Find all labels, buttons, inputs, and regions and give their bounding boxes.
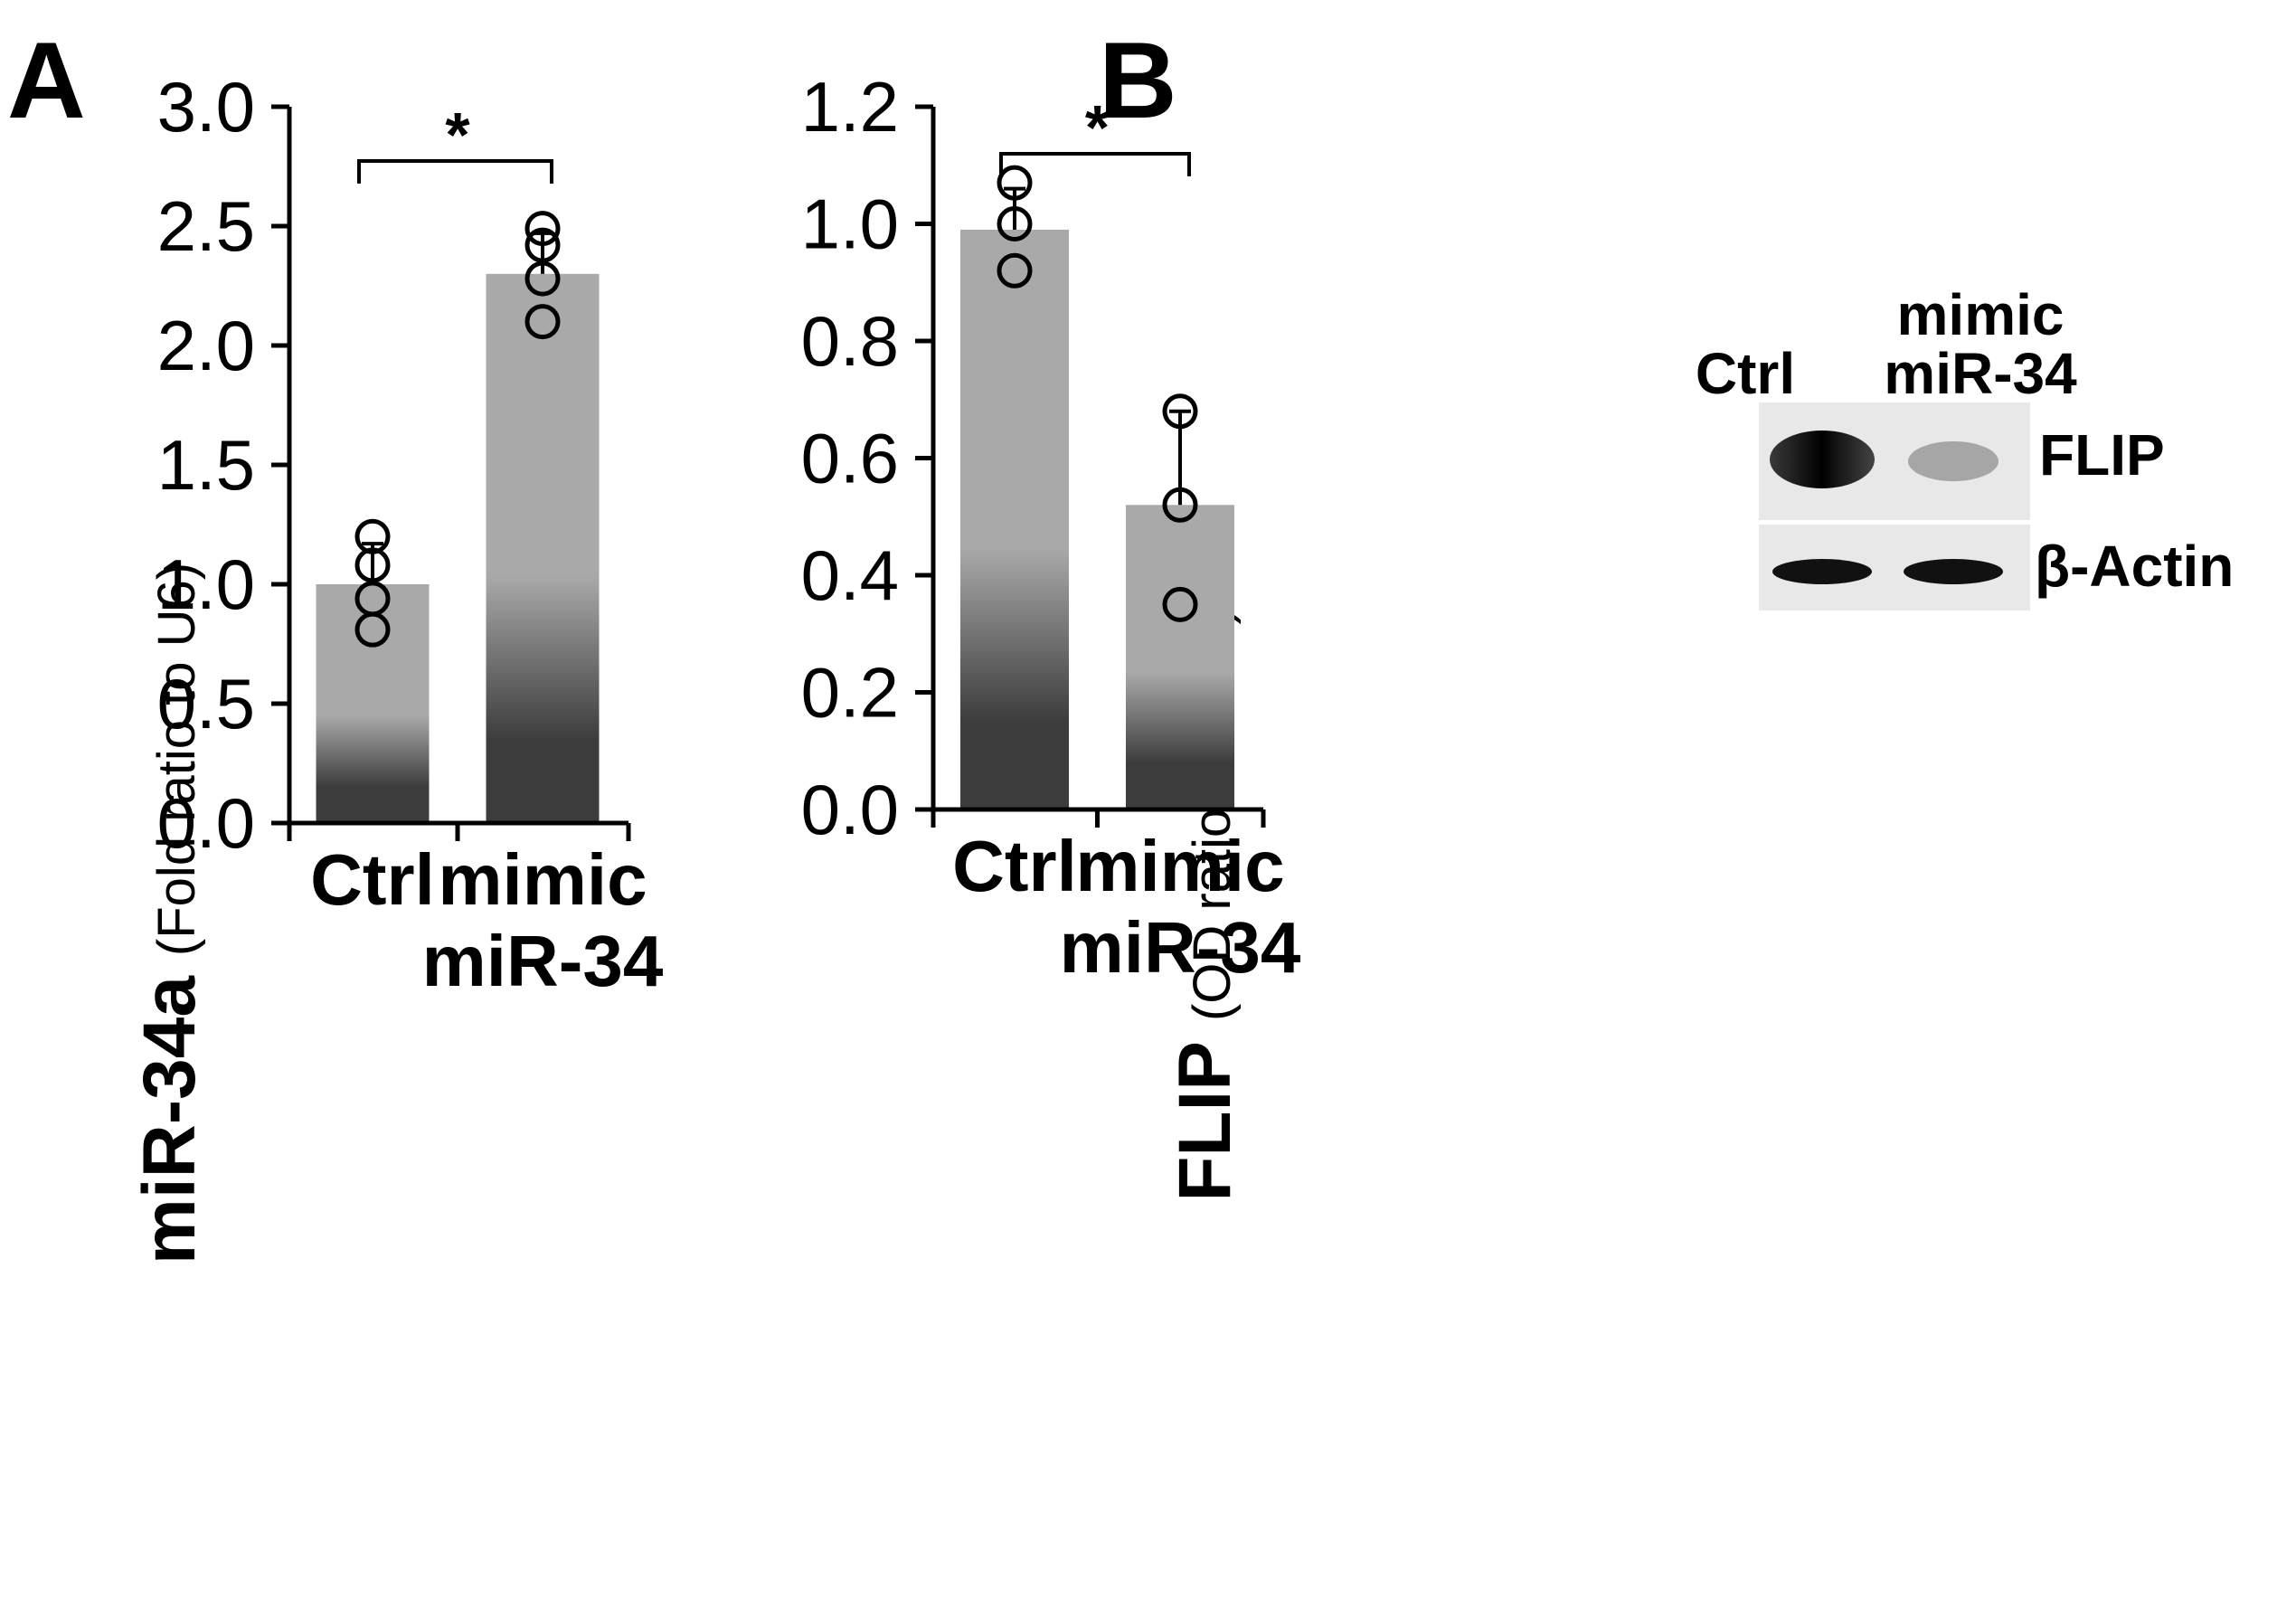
y-tick-label: 0.0 xyxy=(157,783,255,863)
x-category-label: miR-34 xyxy=(1060,907,1301,988)
inset-lane-label-mir34: miR-34 xyxy=(1884,341,2077,406)
blot-actin-band-mimic xyxy=(1904,559,2003,584)
data-point xyxy=(354,547,391,583)
data-point xyxy=(354,611,391,648)
y-axis-label-a-sub: (Fold ratio to U6) xyxy=(147,563,206,956)
svg-text:miR-34a(Fold ratio to U6): miR-34a (Fold ratio to U6) xyxy=(128,563,211,1264)
bar-ctrl xyxy=(316,584,430,823)
y-tick-label: 0.8 xyxy=(801,301,899,381)
bar-mimic xyxy=(1126,505,1234,809)
data-point xyxy=(524,227,561,263)
significance-bracket xyxy=(999,152,1191,176)
significance-star: * xyxy=(1085,92,1110,163)
data-point xyxy=(997,252,1033,289)
blot-flip-band-mimic xyxy=(1908,441,1998,481)
y-tick-label: 0.4 xyxy=(801,535,899,615)
significance-bracket xyxy=(357,159,553,184)
y-axis-label-a: miR-34a (Fold ratio to U6) xyxy=(128,563,211,1264)
y-tick-label: 1.5 xyxy=(157,425,255,505)
data-point xyxy=(1162,393,1198,430)
panel-letter-b: B xyxy=(1099,20,1177,141)
y-tick-label: 2.0 xyxy=(157,306,255,385)
significance-star: * xyxy=(445,99,470,170)
y-tick-label: 0.2 xyxy=(801,653,899,733)
y-axis-label-b-main: FLIP xyxy=(1164,1041,1246,1202)
y-tick-label: 1.2 xyxy=(801,67,899,147)
data-point xyxy=(524,304,561,340)
y-tick-label: 1.0 xyxy=(801,185,899,264)
x-category-label: mimic xyxy=(438,839,647,920)
data-point xyxy=(997,206,1033,241)
inset-lane-label-ctrl: Ctrl xyxy=(1696,341,1795,406)
inset-lane-label-mimic: mimic xyxy=(1897,282,2065,347)
x-category-label: Ctrl xyxy=(952,826,1077,906)
panel-letter-a: A xyxy=(7,20,86,141)
y-tick-label: 0.0 xyxy=(801,770,899,849)
blot-flip-band-ctrl xyxy=(1770,431,1875,488)
y-tick-label: 3.0 xyxy=(157,67,255,147)
bar-ctrl xyxy=(960,229,1069,810)
data-point xyxy=(1162,487,1198,523)
y-tick-label: 1.0 xyxy=(157,544,255,624)
y-tick-label: 2.5 xyxy=(157,186,255,266)
inset-western-blot: Ctrl mimic miR-34 FLIP β-Actin xyxy=(1696,282,2234,610)
blot-actin-band-ctrl xyxy=(1772,559,1872,584)
y-axis-label-a-main: miR-34a xyxy=(128,975,211,1264)
x-category-label: mimic xyxy=(1075,826,1284,906)
inset-row-label-actin: β-Actin xyxy=(2035,534,2234,599)
data-point xyxy=(524,211,561,247)
data-point xyxy=(524,260,561,297)
y-tick-label: 0.5 xyxy=(157,664,255,743)
x-category-label: miR-34 xyxy=(422,921,664,1001)
bar-mimic xyxy=(486,273,600,823)
data-point xyxy=(997,165,1033,201)
inset-row-label-flip: FLIP xyxy=(2039,422,2165,487)
data-point xyxy=(1162,586,1198,622)
y-tick-label: 0.6 xyxy=(801,419,899,498)
x-category-label: Ctrl xyxy=(310,839,435,920)
